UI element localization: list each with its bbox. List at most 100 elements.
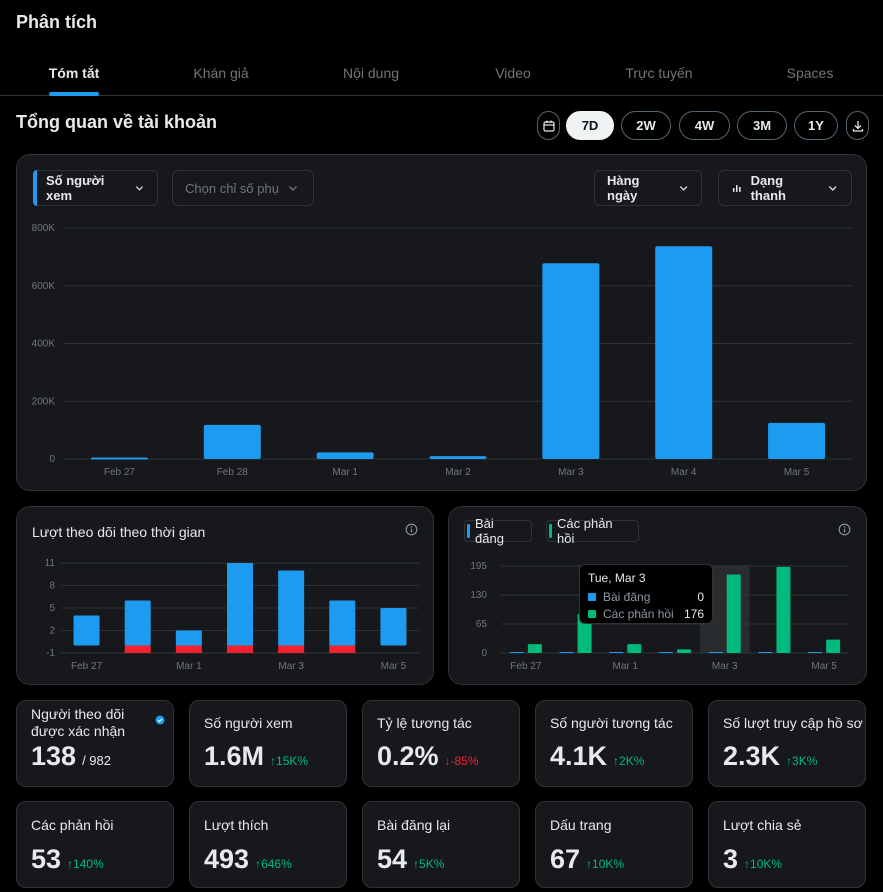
stat-value-row: 2.3K ↑3K% xyxy=(723,741,817,772)
bar-replies xyxy=(677,649,691,653)
stat-label: Dấu trang xyxy=(550,817,612,833)
stat-value-row: 138 / 982 xyxy=(31,741,111,772)
tab-content[interactable]: Nội dung xyxy=(325,50,417,96)
bar-lost xyxy=(227,645,253,653)
range-2w-button[interactable]: 2W xyxy=(621,111,671,140)
stat-impressions[interactable]: Số người xem 1.6M ↑15K% xyxy=(189,700,347,787)
stat-value-row: 67 ↑10K% xyxy=(550,844,624,875)
x-tick-label: Mar 4 xyxy=(671,467,697,478)
x-tick-label: Mar 5 xyxy=(784,467,810,478)
bar-replies xyxy=(776,566,791,653)
stat-change: ↑646% xyxy=(255,857,292,871)
tab-audience[interactable]: Khán giả xyxy=(175,50,267,96)
bar-lost xyxy=(175,645,202,653)
stat-label: Số người xem xyxy=(204,715,293,731)
stat-engaged-users[interactable]: Số người tương tác 4.1K ↑2K% xyxy=(535,700,693,787)
x-tick-label: Mar 1 xyxy=(613,661,639,672)
section-title: Tổng quan về tài khoản xyxy=(16,112,218,132)
x-tick-label: Mar 5 xyxy=(381,661,407,672)
tab-active-indicator xyxy=(49,92,99,96)
legend-swatch xyxy=(467,524,470,538)
stat-value-row: 53 ↑140% xyxy=(31,844,104,875)
stat-value: 3 xyxy=(723,844,739,874)
stat-label: Người theo dõi được xác nhận xyxy=(31,706,126,739)
tooltip-title: Tue, Mar 3 xyxy=(588,571,646,585)
tab-spaces[interactable]: Spaces xyxy=(772,50,848,96)
y-tick-label: 2 xyxy=(49,626,55,637)
bar-lost xyxy=(124,645,151,653)
bar xyxy=(768,422,826,459)
x-tick-label: Mar 3 xyxy=(278,661,304,672)
y-tick-label: 400K xyxy=(32,339,56,350)
range-3m-button[interactable]: 3M xyxy=(737,111,787,140)
bar xyxy=(542,263,600,459)
impressions-bar-chart: 800K 600K 400K 200K 0 Feb 27 Feb 28 Mar 1 Mar 2 M… xyxy=(32,223,853,478)
stat-replies[interactable]: Các phản hồi 53 ↑140% xyxy=(16,801,174,888)
tab-label: Spaces xyxy=(786,65,834,81)
tooltip-label: Bài đăng xyxy=(603,589,651,604)
legend-posts[interactable]: Bài đăng xyxy=(464,516,532,546)
stat-suffix: / 982 xyxy=(82,753,111,768)
y-tick-label: 800K xyxy=(32,223,56,234)
stat-value: 2.3K xyxy=(723,741,781,771)
tooltip-value: 0 xyxy=(697,589,704,604)
stat-label: Số người tương tác xyxy=(550,715,673,731)
tab-video[interactable]: Video xyxy=(477,50,549,96)
followers-chart-title: Lượt theo dõi theo thời gian xyxy=(32,524,206,540)
secondary-metric-placeholder: Chọn chỉ số phụ xyxy=(185,180,279,196)
info-icon[interactable] xyxy=(838,523,851,536)
chart-tooltip: Tue, Mar 3 Bài đăng 0 Các phản hồi 176 xyxy=(579,564,713,624)
bar-posts xyxy=(708,652,723,653)
stat-change: ↑15K% xyxy=(270,754,309,768)
range-1y-button[interactable]: 1Y xyxy=(794,111,838,140)
bar-replies xyxy=(527,644,542,653)
bar-replies xyxy=(627,644,642,653)
stat-reposts[interactable]: Bài đăng lại 54 ↑5K% xyxy=(362,801,520,888)
stat-bookmarks[interactable]: Dấu trang 67 ↑10K% xyxy=(535,801,693,888)
tab-live[interactable]: Trực tuyến xyxy=(612,50,706,96)
legend-swatch xyxy=(549,524,552,538)
bar-replies xyxy=(726,574,741,653)
calendar-icon xyxy=(542,120,555,132)
tooltip-label: Các phản hồi xyxy=(603,606,674,621)
range-7d-button[interactable]: 7D xyxy=(566,111,614,140)
stat-value: 53 xyxy=(31,844,62,874)
metric-dropdown-label: Số người xem xyxy=(46,173,105,203)
y-tick-label: 200K xyxy=(32,396,56,407)
metric-dropdown[interactable]: Số người xem xyxy=(33,170,158,206)
info-icon[interactable] xyxy=(405,523,418,536)
legend-label: Bài đăng xyxy=(475,516,504,546)
stat-likes[interactable]: Lượt thích 493 ↑646% xyxy=(189,801,347,888)
calendar-button[interactable] xyxy=(537,111,560,140)
y-tick-label: 130 xyxy=(470,590,487,601)
tab-label: Nội dung xyxy=(342,65,400,81)
secondary-metric-dropdown[interactable]: Chọn chỉ số phụ xyxy=(172,170,314,206)
tab-summary[interactable]: Tóm tắt xyxy=(33,50,115,96)
x-tick-label: Mar 1 xyxy=(332,467,358,478)
x-tick-label: Mar 1 xyxy=(176,661,202,672)
followers-chart-card: Lượt theo dõi theo thời gian 11 8 5 2 -1 Feb … xyxy=(16,506,434,685)
stat-verified-followers[interactable]: Người theo dõi được xác nhận 138 / 982 xyxy=(16,700,174,787)
tooltip-row: Bài đăng 0 xyxy=(588,588,704,605)
x-tick-label: Mar 3 xyxy=(712,661,738,672)
stat-value: 54 xyxy=(377,844,408,874)
stat-shares[interactable]: Lượt chia sẻ 3 ↑10K% xyxy=(708,801,866,888)
x-tick-label: Feb 27 xyxy=(104,467,136,478)
bar-posts xyxy=(559,652,574,653)
interval-dropdown[interactable]: Hàng ngày xyxy=(594,170,702,206)
chart-type-dropdown[interactable]: Dạng thanh xyxy=(718,170,852,206)
bar-gained xyxy=(124,600,151,646)
range-4w-button[interactable]: 4W xyxy=(679,111,730,140)
legend-label: Các phản hồi xyxy=(557,516,613,546)
stat-engagement-rate[interactable]: Tỷ lệ tương tác 0.2% ↓-85% xyxy=(362,700,520,787)
tab-label: Khán giả xyxy=(193,65,249,81)
stat-profile-visits[interactable]: Số lượt truy cập hồ sơ 2.3K ↑3K% xyxy=(708,700,866,787)
bar-lost xyxy=(278,645,305,653)
posts-chart-card: 195 130 65 0 Feb 27 Mar 1 Mar 3 Mar 5 xyxy=(448,506,867,685)
download-button[interactable] xyxy=(846,111,869,140)
stat-value: 4.1K xyxy=(550,741,608,771)
stat-change: ↑140% xyxy=(67,857,104,871)
legend-replies[interactable]: Các phản hồi xyxy=(546,516,639,546)
stat-change: ↑5K% xyxy=(413,857,445,871)
stat-change: ↑10K% xyxy=(744,857,783,871)
